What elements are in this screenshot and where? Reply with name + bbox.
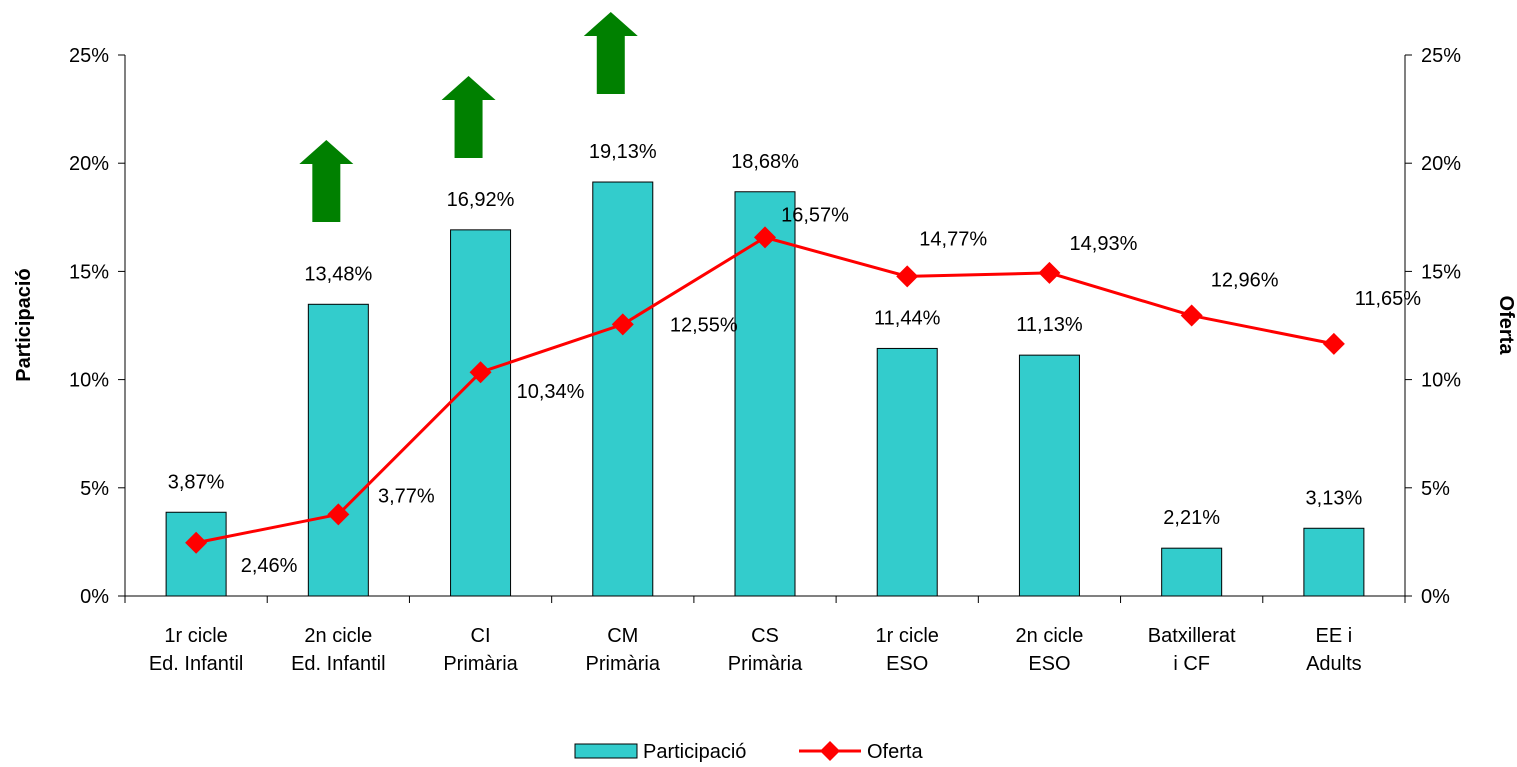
y2-tick-label: 25%	[1421, 45, 1461, 67]
legend-swatch	[574, 743, 638, 759]
y-tick-label: 25%	[69, 45, 109, 67]
bar-value-label: 2,21%	[1163, 507, 1220, 529]
y2-tick-label: 0%	[1421, 586, 1450, 608]
y2-tick-label: 10%	[1421, 370, 1461, 392]
bar	[1018, 354, 1080, 597]
line-marker	[1038, 261, 1061, 284]
x-tick-label: 2n cicle ESO	[1016, 625, 1084, 675]
bar-value-label: 11,13%	[1016, 314, 1083, 336]
x-tick-label: CM Primària	[586, 625, 661, 675]
bar	[1303, 527, 1365, 597]
bar	[450, 229, 512, 597]
bar-value-label: 19,13%	[589, 141, 657, 163]
x-tick-label: CI Primària	[443, 625, 518, 675]
x-tick-label: 2n cicle Ed. Infantil	[291, 625, 386, 675]
line-marker	[1322, 332, 1345, 355]
line-value-label: 10,34%	[517, 381, 585, 403]
line-value-label: 11,65%	[1355, 288, 1422, 310]
bar-value-label: 3,13%	[1306, 487, 1363, 509]
line-value-label: 3,77%	[378, 485, 435, 507]
green-arrow	[441, 76, 496, 158]
x-tick-label: EE i Adults	[1306, 625, 1362, 675]
x-tick-label: CS Primària	[728, 625, 803, 675]
line-marker	[185, 531, 208, 554]
line-marker	[611, 313, 634, 336]
y-tick-label: 15%	[69, 261, 109, 283]
line-marker	[754, 226, 776, 249]
green-arrow	[299, 140, 354, 222]
x-tick-label: 1r cicle Ed. Infantil	[149, 625, 244, 675]
bar	[307, 303, 369, 597]
line-value-label: 14,93%	[1070, 233, 1138, 255]
bar-value-label: 11,44%	[874, 307, 941, 329]
x-tick-label: 1r cicle ESO	[876, 625, 939, 675]
line-value-label: 12,55%	[670, 314, 738, 336]
line-marker	[896, 265, 919, 288]
bar	[734, 191, 796, 597]
line-value-label: 14,77%	[919, 228, 987, 250]
bar-value-label: 16,92%	[447, 189, 515, 211]
y-axis-title: Participació	[13, 268, 35, 381]
line-marker	[327, 503, 350, 526]
bar	[165, 511, 227, 597]
line-value-label: 12,96%	[1211, 270, 1279, 292]
line-value-label: 2,46%	[241, 555, 298, 577]
line-value-label: 16,57%	[781, 204, 849, 226]
y2-tick-label: 5%	[1421, 478, 1450, 500]
y-tick-label: 10%	[69, 370, 109, 392]
line-marker	[1180, 304, 1203, 327]
bar	[876, 347, 938, 597]
y2-tick-label: 15%	[1421, 261, 1461, 283]
x-tick-label: Batxillerat i CF	[1148, 625, 1236, 675]
bar-value-label: 18,68%	[731, 151, 799, 173]
legend-label: Oferta	[867, 741, 923, 763]
y-tick-label: 20%	[69, 153, 109, 175]
y2-axis-title: Oferta	[1495, 296, 1517, 356]
bar-value-label: 3,87%	[168, 471, 225, 493]
green-arrow	[583, 12, 638, 94]
bar	[592, 181, 654, 597]
y-tick-label: 0%	[80, 586, 109, 608]
bar-value-label: 13,48%	[304, 263, 372, 285]
y-tick-label: 5%	[80, 478, 109, 500]
legend-label: Participació	[643, 741, 746, 763]
legend-marker	[820, 741, 840, 761]
y2-tick-label: 20%	[1421, 153, 1461, 175]
bar	[1161, 547, 1223, 597]
line-marker	[469, 361, 492, 384]
